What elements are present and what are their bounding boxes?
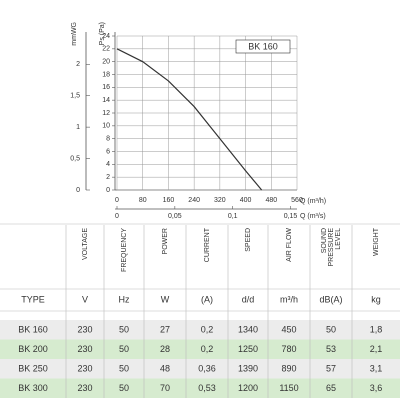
- table-row-bg: [0, 359, 400, 379]
- y-tick-label: 22: [102, 46, 110, 53]
- table-header: VOLTAGE: [82, 228, 89, 260]
- table-unit: V: [82, 294, 88, 304]
- y-tick-label: 16: [102, 84, 110, 91]
- y2-tick-label: 1,5: [70, 93, 80, 100]
- table-cell: 50: [119, 344, 129, 354]
- table-cell: 50: [119, 324, 129, 334]
- y-tick-label: 6: [106, 148, 110, 155]
- y-tick-label: 10: [102, 123, 110, 130]
- x2-axis-label: Q (m³/s): [300, 213, 326, 220]
- table-unit: m³/h: [280, 294, 298, 304]
- x-tick-label: 320: [214, 197, 226, 204]
- x2-tick-label: 0,05: [168, 213, 182, 220]
- x-tick-label: 240: [188, 197, 200, 204]
- table-header: LEVEL: [335, 228, 342, 250]
- table-unit: (A): [201, 294, 213, 304]
- x2-tick-label: 0: [115, 213, 119, 220]
- table-cell: BK 160: [18, 324, 48, 334]
- y-tick-label: 12: [102, 110, 110, 117]
- x2-tick-label: 0,1: [228, 213, 238, 220]
- y-tick-label: 8: [106, 136, 110, 143]
- curve: [116, 48, 263, 191]
- table-header: AIR FLOW: [286, 228, 293, 262]
- table-cell: 50: [326, 324, 336, 334]
- table-cell: 3,6: [370, 383, 383, 393]
- y2-tick-label: 2: [76, 61, 80, 68]
- table-cell: 780: [281, 344, 296, 354]
- table-header: SOUND: [321, 228, 328, 253]
- table-cell: 0,53: [198, 383, 216, 393]
- table-cell: 1340: [238, 324, 258, 334]
- table-unit: W: [161, 294, 170, 304]
- y-tick-label: 20: [102, 59, 110, 66]
- table-cell: 230: [77, 324, 92, 334]
- y-tick-label: 0: [106, 187, 110, 194]
- table-unit: Hz: [119, 294, 130, 304]
- table-unit: dB(A): [319, 294, 342, 304]
- table-header: POWER: [162, 228, 169, 254]
- table-row-bg: [0, 320, 400, 340]
- table-cell: 1200: [238, 383, 258, 393]
- legend-label: BK 160: [248, 41, 278, 51]
- x-tick-label: 80: [139, 197, 147, 204]
- table-cell: 3,1: [370, 363, 383, 373]
- x-tick-label: 560: [291, 197, 303, 204]
- y2-tick-label: 0,5: [70, 155, 80, 162]
- table-cell: BK 200: [18, 344, 48, 354]
- legend-box: [235, 39, 291, 54]
- x-tick-label: 480: [265, 197, 277, 204]
- table-cell: BK 300: [18, 383, 48, 393]
- table-cell: 50: [119, 383, 129, 393]
- y2-axis-label: mmWG: [71, 22, 78, 46]
- table-cell: 450: [281, 324, 296, 334]
- table-header: FREQUENCY: [121, 228, 128, 272]
- y-axis-label: Ps (Pa): [99, 22, 106, 45]
- table-cell: 57: [326, 363, 336, 373]
- table-unit: kg: [371, 294, 381, 304]
- table-row-bg: [0, 378, 400, 398]
- table-cell: 2,1: [370, 344, 383, 354]
- table-header: SPEED: [245, 228, 252, 252]
- table-cell: 0,2: [201, 324, 214, 334]
- table-cell: 48: [160, 363, 170, 373]
- table-cell: 1150: [279, 383, 298, 393]
- table-cell: 230: [77, 344, 92, 354]
- x-axis-label: Q (m³/h): [300, 198, 326, 205]
- y-tick-label: 2: [106, 174, 110, 181]
- table-header: CURRENT: [204, 227, 211, 262]
- x-tick-label: 160: [163, 197, 175, 204]
- table-cell: 1,8: [370, 324, 383, 334]
- table-header: WEIGHT: [373, 227, 380, 256]
- table-cell: 1390: [238, 363, 258, 373]
- table-unit: d/d: [242, 294, 255, 304]
- y-tick-label: 24: [102, 33, 110, 40]
- y-tick-label: 4: [106, 161, 110, 168]
- table-cell: 890: [281, 363, 296, 373]
- y-tick-label: 18: [102, 71, 110, 78]
- table-cell: 65: [326, 383, 336, 393]
- table-cell: 53: [326, 344, 336, 354]
- table-cell: 0,2: [201, 344, 214, 354]
- table-unit: TYPE: [21, 294, 45, 304]
- x-tick-label: 400: [240, 197, 252, 204]
- table-cell: 1250: [238, 344, 258, 354]
- table-row-bg: [0, 339, 400, 359]
- x2-tick-label: 0,15: [284, 213, 298, 220]
- table-cell: 0,36: [198, 363, 216, 373]
- table-header: PRESSURE: [328, 228, 335, 267]
- table-cell: 70: [160, 383, 170, 393]
- y2-tick-label: 1: [76, 124, 80, 131]
- table-cell: 27: [160, 324, 170, 334]
- table-cell: 28: [160, 344, 170, 354]
- table-cell: 230: [77, 363, 92, 373]
- table-cell: BK 250: [18, 363, 48, 373]
- x-tick-label: 0: [115, 197, 119, 204]
- table-cell: 50: [119, 363, 129, 373]
- table-cell: 230: [77, 383, 92, 393]
- y-tick-label: 14: [102, 97, 110, 104]
- y2-tick-label: 0: [76, 187, 80, 194]
